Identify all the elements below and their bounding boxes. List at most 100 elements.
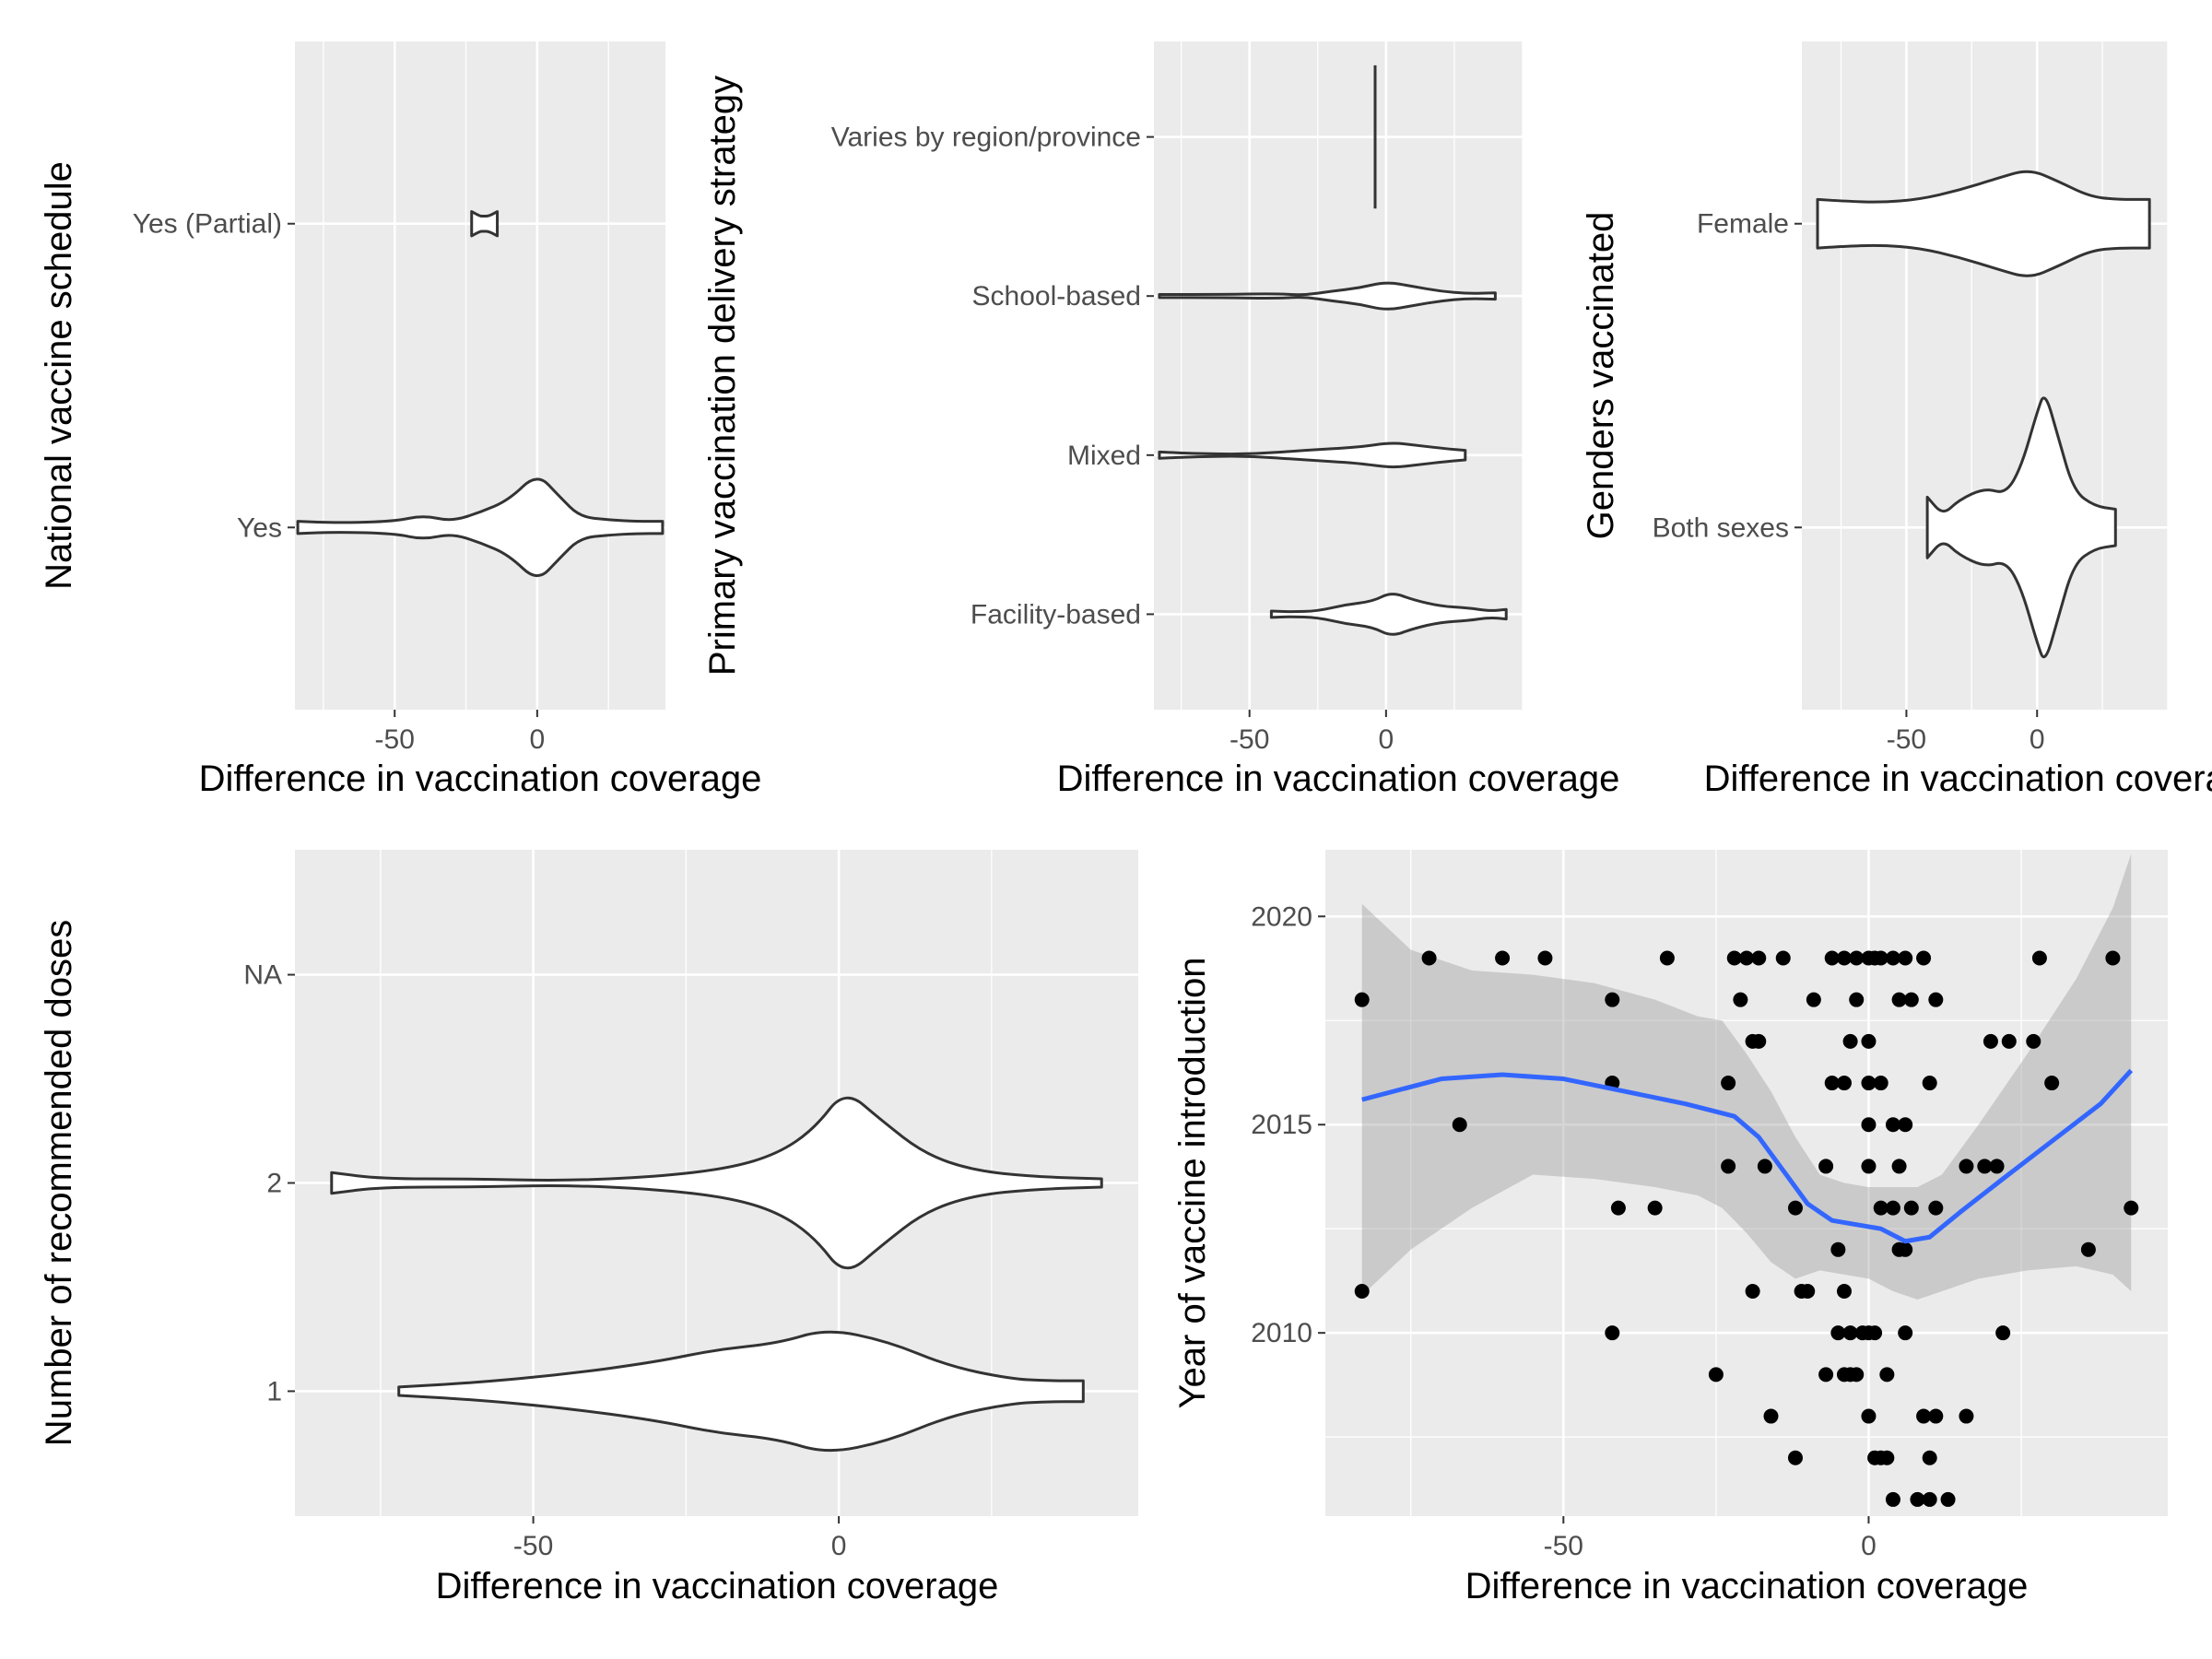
data-point bbox=[1922, 1491, 1937, 1507]
data-point bbox=[1849, 1367, 1865, 1382]
y-tick-label: 2020 bbox=[1251, 901, 1312, 932]
data-point bbox=[2001, 1033, 2017, 1049]
panel-5: 2010 2015 2020 -50 0 Difference in vaccinatio… bbox=[1172, 850, 2168, 1606]
y-tick-label: Both sexes bbox=[1653, 512, 1789, 543]
data-point bbox=[1879, 1450, 1895, 1465]
violin-female bbox=[1816, 170, 2151, 277]
data-point bbox=[1898, 950, 1913, 966]
smooth-line bbox=[1361, 1068, 2134, 1244]
data-point bbox=[1605, 992, 1620, 1007]
plot-background bbox=[295, 41, 665, 710]
data-point bbox=[1928, 1408, 1944, 1424]
y-tick-label: Yes bbox=[237, 512, 282, 543]
data-point bbox=[1861, 1159, 1877, 1174]
violin-yes bbox=[296, 477, 665, 578]
data-point bbox=[1916, 1408, 1932, 1424]
data-point bbox=[1873, 950, 1888, 966]
violin-both-sexes bbox=[1925, 396, 2117, 659]
data-point bbox=[1354, 1283, 1370, 1299]
data-point bbox=[1836, 1283, 1852, 1299]
data-point bbox=[1726, 950, 1742, 966]
data-point bbox=[1721, 1076, 1736, 1091]
y-tick-label: 2015 bbox=[1251, 1110, 1312, 1140]
data-point bbox=[1751, 1033, 1767, 1049]
data-point bbox=[2031, 950, 2047, 966]
data-point bbox=[1721, 1159, 1736, 1174]
data-point bbox=[1610, 1200, 1626, 1216]
x-tick-label: 0 bbox=[1379, 724, 1394, 755]
data-point bbox=[1708, 1367, 1724, 1382]
y-axis-title: National vaccine schedule bbox=[39, 161, 79, 590]
x-tick-label: -50 bbox=[1887, 724, 1926, 755]
plot-background bbox=[1154, 41, 1523, 710]
data-point bbox=[1922, 1450, 1937, 1465]
y-tick-label: Female bbox=[1697, 209, 1789, 240]
y-axis-title: Primary vaccination delivery strategy bbox=[702, 76, 743, 676]
data-point bbox=[1928, 1200, 1944, 1216]
y-tick-label: 2010 bbox=[1251, 1318, 1312, 1348]
data-point bbox=[1495, 950, 1511, 966]
data-point bbox=[1989, 1159, 2005, 1174]
y-tick-label: Mixed bbox=[1067, 441, 1141, 471]
data-point bbox=[1861, 1117, 1877, 1133]
data-point bbox=[1928, 992, 1944, 1007]
x-tick-label: 0 bbox=[530, 724, 546, 755]
x-tick-label: -50 bbox=[1230, 724, 1269, 755]
data-point bbox=[2044, 1076, 2060, 1091]
data-point bbox=[2026, 1033, 2041, 1049]
data-point bbox=[2105, 950, 2121, 966]
data-point bbox=[1806, 992, 1821, 1007]
data-point bbox=[1849, 992, 1865, 1007]
panel-2: Facility-based Mixed School-based Varies by… bbox=[702, 41, 1619, 799]
data-point bbox=[1885, 1117, 1900, 1133]
data-point bbox=[1983, 1033, 1998, 1049]
y-axis-title: Year of vaccine introduction bbox=[1172, 958, 1213, 1409]
violin-yes-partial- bbox=[470, 210, 500, 238]
data-point bbox=[1775, 950, 1791, 966]
y-tick-label: Facility-based bbox=[971, 599, 1141, 629]
data-point bbox=[1885, 1200, 1900, 1216]
violin-mixed bbox=[1158, 441, 1467, 469]
data-point bbox=[1787, 1450, 1803, 1465]
data-point bbox=[1885, 1491, 1900, 1507]
y-axis-title: Genders vaccinated bbox=[1581, 212, 1621, 540]
data-point bbox=[1849, 950, 1865, 966]
data-point bbox=[1842, 1325, 1858, 1341]
data-point bbox=[1873, 1200, 1888, 1216]
data-point bbox=[1940, 1491, 1956, 1507]
y-tick-label: School-based bbox=[972, 281, 1141, 312]
y-tick-label: NA bbox=[243, 960, 282, 991]
panel-3: Both sexes Female -50 0 Difference in vaccin… bbox=[1581, 41, 2212, 799]
data-point bbox=[1739, 950, 1754, 966]
data-point bbox=[2080, 1241, 2096, 1257]
data-point bbox=[1916, 950, 1932, 966]
data-point bbox=[1659, 950, 1675, 966]
data-point bbox=[1757, 1159, 1772, 1174]
data-point bbox=[1733, 992, 1748, 1007]
y-axis-title: Number of recommended doses bbox=[39, 920, 79, 1446]
confidence-ribbon bbox=[1361, 853, 2132, 1300]
data-point bbox=[1818, 1367, 1834, 1382]
data-point bbox=[1891, 1159, 1907, 1174]
data-point bbox=[1885, 950, 1900, 966]
violin-2 bbox=[330, 1096, 1103, 1270]
data-point bbox=[1861, 1076, 1877, 1091]
data-point bbox=[1537, 950, 1553, 966]
data-point bbox=[1787, 1200, 1803, 1216]
data-point bbox=[1830, 1241, 1846, 1257]
data-point bbox=[1452, 1117, 1467, 1133]
data-point bbox=[1745, 1283, 1760, 1299]
data-point bbox=[1891, 992, 1907, 1007]
panel-1: Yes Yes (Partial) -50 0 Difference in vaccin… bbox=[39, 41, 761, 799]
data-point bbox=[1354, 992, 1370, 1007]
data-point bbox=[1879, 1367, 1895, 1382]
data-point bbox=[1959, 1159, 1974, 1174]
y-tick-label: Yes (Partial) bbox=[133, 209, 282, 240]
data-point bbox=[1818, 1159, 1834, 1174]
data-point bbox=[1824, 1076, 1840, 1091]
data-point bbox=[1873, 1076, 1888, 1091]
x-tick-label: 0 bbox=[831, 1531, 847, 1561]
x-tick-label: -50 bbox=[375, 724, 415, 755]
data-point bbox=[1842, 1033, 1858, 1049]
x-axis-title: Difference in vaccination coverage bbox=[1704, 759, 2212, 799]
